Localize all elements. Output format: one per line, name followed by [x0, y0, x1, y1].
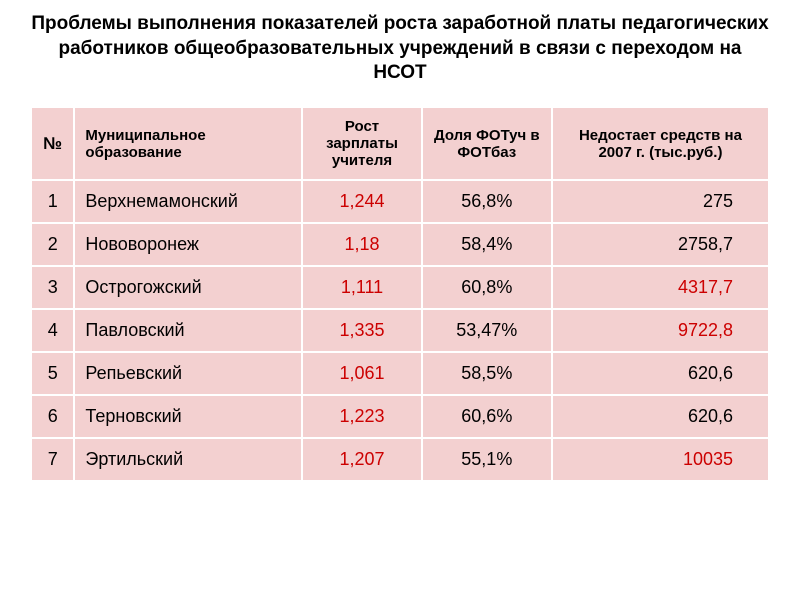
table-row: 2Нововоронеж1,1858,4%2758,7 [31, 223, 769, 266]
header-shortage: Недостает средств на 2007 г. (тыс.руб.) [552, 107, 769, 180]
cell-share: 53,47% [422, 309, 552, 352]
cell-shortage: 9722,8 [552, 309, 769, 352]
cell-growth: 1,207 [302, 438, 421, 481]
header-num: № [31, 107, 74, 180]
cell-num: 1 [31, 180, 74, 223]
cell-shortage: 620,6 [552, 352, 769, 395]
cell-name: Терновский [74, 395, 302, 438]
table-row: 1Верхнемамонский1,24456,8%275 [31, 180, 769, 223]
cell-num: 5 [31, 352, 74, 395]
cell-num: 6 [31, 395, 74, 438]
cell-share: 58,5% [422, 352, 552, 395]
cell-share: 60,6% [422, 395, 552, 438]
cell-shortage: 2758,7 [552, 223, 769, 266]
table-row: 5Репьевский1,06158,5%620,6 [31, 352, 769, 395]
cell-shortage: 10035 [552, 438, 769, 481]
cell-growth: 1,244 [302, 180, 421, 223]
cell-num: 4 [31, 309, 74, 352]
data-table: № Муниципальное образование Рост зарплат… [30, 106, 770, 482]
table-header-row: № Муниципальное образование Рост зарплат… [31, 107, 769, 180]
cell-name: Острогожский [74, 266, 302, 309]
header-share: Доля ФОТуч в ФОТбаз [422, 107, 552, 180]
cell-share: 60,8% [422, 266, 552, 309]
table-body: 1Верхнемамонский1,24456,8%2752Нововороне… [31, 180, 769, 481]
cell-shortage: 4317,7 [552, 266, 769, 309]
cell-growth: 1,111 [302, 266, 421, 309]
table-row: 3Острогожский1,11160,8%4317,7 [31, 266, 769, 309]
cell-share: 56,8% [422, 180, 552, 223]
cell-name: Верхнемамонский [74, 180, 302, 223]
cell-share: 58,4% [422, 223, 552, 266]
cell-growth: 1,335 [302, 309, 421, 352]
header-growth: Рост зарплаты учителя [302, 107, 421, 180]
cell-growth: 1,18 [302, 223, 421, 266]
cell-shortage: 620,6 [552, 395, 769, 438]
cell-share: 55,1% [422, 438, 552, 481]
table-row: 4Павловский1,33553,47%9722,8 [31, 309, 769, 352]
cell-name: Нововоронеж [74, 223, 302, 266]
cell-name: Эртильский [74, 438, 302, 481]
table-row: 6Терновский1,22360,6%620,6 [31, 395, 769, 438]
cell-num: 2 [31, 223, 74, 266]
page-title: Проблемы выполнения показателей роста за… [30, 12, 770, 86]
cell-growth: 1,223 [302, 395, 421, 438]
cell-num: 3 [31, 266, 74, 309]
header-name: Муниципальное образование [74, 107, 302, 180]
cell-shortage: 275 [552, 180, 769, 223]
table-row: 7Эртильский1,20755,1%10035 [31, 438, 769, 481]
cell-num: 7 [31, 438, 74, 481]
cell-growth: 1,061 [302, 352, 421, 395]
cell-name: Репьевский [74, 352, 302, 395]
cell-name: Павловский [74, 309, 302, 352]
